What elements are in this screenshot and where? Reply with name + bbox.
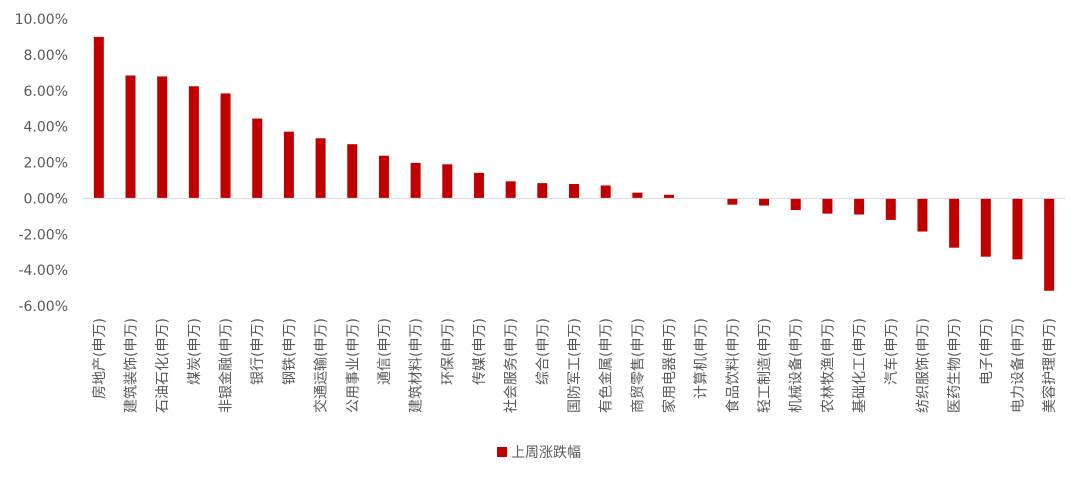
x-tick-label: 通信(申万) <box>377 318 393 385</box>
x-tick-label: 农林牧渔(申万) <box>820 318 836 413</box>
x-tick-label: 家用电器(申万) <box>661 318 678 413</box>
x-tick-label: 国防军工(申万) <box>567 318 583 413</box>
legend-swatch <box>497 447 507 457</box>
legend: 上周涨跌幅 <box>497 445 581 461</box>
x-tick-label: 环保(申万) <box>440 318 456 385</box>
y-tick-label: 0.00% <box>24 191 68 207</box>
bar <box>220 93 231 199</box>
bar <box>410 162 421 199</box>
x-tick-label: 石油石化(申万) <box>155 318 171 413</box>
x-tick-label: 医药生物(申万) <box>947 318 963 413</box>
x-tick-label: 计算机(申万) <box>694 318 710 399</box>
x-tick-label: 银行(申万) <box>250 318 266 385</box>
x-tick-label: 房地产(申万) <box>92 318 108 399</box>
bar <box>442 164 453 199</box>
x-tick-label: 建筑材料(申万) <box>409 318 425 413</box>
x-tick-label: 建筑装饰(申万) <box>124 318 140 413</box>
bar <box>885 198 896 220</box>
x-tick-label: 汽车(申万) <box>883 318 900 385</box>
y-tick-label: 8.00% <box>24 48 68 64</box>
y-tick-label: -2.00% <box>18 227 68 243</box>
x-tick-label: 电子(申万) <box>979 318 995 385</box>
x-tick-label: 机械设备(申万) <box>788 318 805 413</box>
bar <box>854 198 865 215</box>
y-tick-label: 6.00% <box>24 84 68 100</box>
x-tick-label: 美容护理(申万) <box>1041 318 1058 413</box>
bar <box>505 181 516 199</box>
bar <box>378 155 389 199</box>
bar <box>188 86 199 199</box>
y-tick-label: -4.00% <box>18 263 68 279</box>
x-tick-label: 传媒(申万) <box>472 318 488 385</box>
bar <box>1012 198 1023 260</box>
bar <box>917 198 928 232</box>
x-tick-label: 基础化工(申万) <box>851 318 868 413</box>
bar <box>822 198 833 214</box>
x-tick-label: 公用事业(申万) <box>345 318 361 413</box>
bar <box>569 184 579 199</box>
bar <box>980 198 991 257</box>
bar <box>600 185 611 199</box>
y-axis: 10.00% 8.00% 6.00% 4.00% 2.00% 0.00% -2.00% -4.… <box>15 12 68 315</box>
bar <box>759 198 770 206</box>
bar <box>537 183 548 199</box>
bar <box>283 131 294 199</box>
x-tick-label: 电力设备(申万) <box>1009 318 1026 413</box>
x-tick-label: 综合(申万) <box>535 318 551 385</box>
category-labels: 房地产(申万) 建筑装饰(申万) 石油石化(申万) 煤炭(申万) 非银金融(申万) 银行(… <box>92 318 1058 413</box>
bar <box>93 36 104 199</box>
x-tick-label: 商贸零售(申万) <box>630 318 646 413</box>
y-tick-label: 2.00% <box>24 156 68 172</box>
bar <box>632 192 643 199</box>
x-tick-label: 食品饮料(申万) <box>724 318 741 413</box>
x-tick-label: 轻工制造(申万) <box>757 318 773 413</box>
x-tick-label: 煤炭(申万) <box>187 318 203 385</box>
bar <box>664 194 675 199</box>
bar <box>157 76 168 199</box>
legend-label: 上周涨跌幅 <box>511 445 581 461</box>
bar <box>790 198 801 211</box>
x-tick-label: 社会服务(申万) <box>504 318 520 413</box>
bar <box>125 75 136 199</box>
bar <box>949 198 960 248</box>
bar <box>252 118 263 199</box>
bar <box>473 172 484 199</box>
x-tick-label: 纺织服饰(申万) <box>915 318 931 413</box>
bars <box>93 36 1055 291</box>
bar <box>1044 198 1055 291</box>
bar <box>727 198 738 205</box>
y-tick-label: 4.00% <box>24 120 68 136</box>
x-tick-label: 交通运输(申万) <box>313 318 330 413</box>
x-tick-label: 钢铁(申万) <box>282 318 298 385</box>
x-tick-label: 非银金融(申万) <box>219 318 235 413</box>
bar <box>347 144 358 199</box>
x-tick-label: 有色金属(申万) <box>598 318 615 413</box>
bar <box>315 138 326 199</box>
y-tick-label: 10.00% <box>15 12 68 28</box>
y-tick-label: -6.00% <box>18 299 68 315</box>
